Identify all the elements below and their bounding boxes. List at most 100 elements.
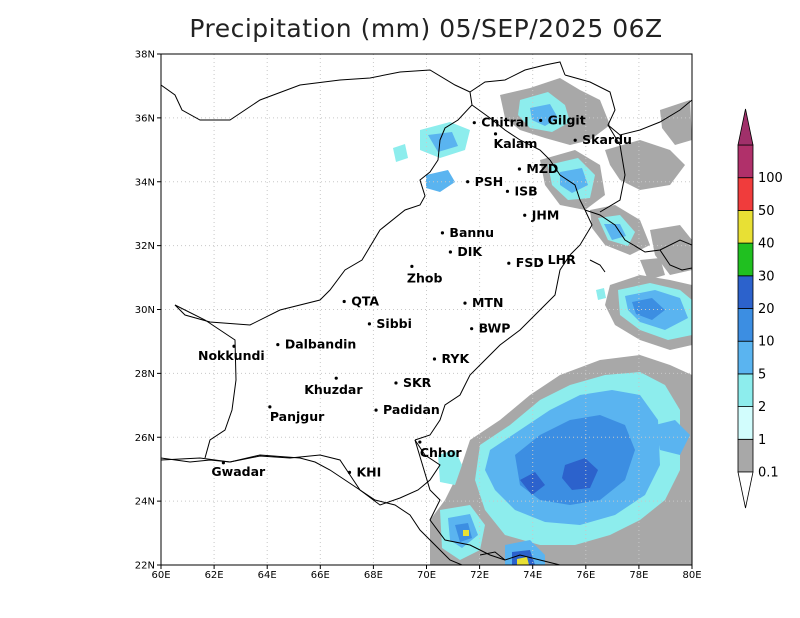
city-dot <box>472 121 476 125</box>
x-tick-label: 72E <box>470 570 489 581</box>
colorbar-swatch <box>737 177 754 211</box>
y-tick-label: 24N <box>135 497 155 508</box>
city-label: Skardu <box>582 132 632 147</box>
city-markers: Chitral Gilgit Kalam Skardu MZD PSH ISB JHM Bann… <box>198 112 632 479</box>
city-dot <box>573 138 577 142</box>
city-label: SKR <box>403 375 432 390</box>
city-dot <box>507 261 511 265</box>
city-dot <box>374 408 378 412</box>
colorbar-label: 100 <box>758 171 783 186</box>
city-label: KHI <box>357 464 382 479</box>
city-dot <box>505 189 510 193</box>
city-label: MTN <box>472 295 503 310</box>
colorbar-label: 0.1 <box>758 466 779 481</box>
colorbar-max-arrow <box>737 108 754 146</box>
colorbar-swatch <box>737 144 754 179</box>
x-tick-label: 66E <box>311 570 330 581</box>
city-label: Khuzdar <box>304 382 363 397</box>
city-label: Gilgit <box>548 112 586 127</box>
x-tick-label: 60E <box>151 570 170 581</box>
city-dot <box>394 381 398 385</box>
city-label: Bannu <box>449 225 494 240</box>
city-label: BWP <box>479 321 511 336</box>
y-axis-ticks: 22N 24N 26N 28N 30N 32N 34N 36N 38N <box>135 50 161 572</box>
city-label: Gwadar <box>211 464 266 479</box>
city-dot <box>470 327 474 331</box>
colorbar: 0.1 1 2 5 10 20 30 40 50 100 <box>737 108 783 509</box>
colorbar-label: 10 <box>758 335 775 350</box>
y-tick-label: 36N <box>135 113 155 124</box>
city-label: JHM <box>531 207 560 222</box>
y-tick-label: 28N <box>135 369 155 380</box>
city-label: Nokkundi <box>198 348 265 363</box>
city-label: MZD <box>526 161 558 176</box>
city-dot <box>221 461 225 465</box>
colorbar-label: 50 <box>758 204 775 219</box>
city-label: LHR <box>548 252 576 267</box>
y-tick-label: 32N <box>135 241 155 252</box>
x-tick-label: 64E <box>258 570 277 581</box>
city-dot <box>418 440 422 444</box>
city-label: Panjgur <box>270 409 325 424</box>
y-tick-label: 30N <box>135 305 155 316</box>
city-label: Sibbi <box>376 316 411 331</box>
x-tick-label: 74E <box>523 570 542 581</box>
x-tick-label: 76E <box>576 570 595 581</box>
y-tick-label: 22N <box>135 561 155 572</box>
colorbar-label: 5 <box>758 367 766 382</box>
city-dot <box>334 376 338 380</box>
colorbar-swatch <box>737 406 754 440</box>
colorbar-label: 1 <box>758 433 766 448</box>
x-axis-ticks: 60E 62E 64E 66E 68E 70E 72E 74E 76E 78E 80E <box>151 565 702 581</box>
city-dot <box>493 132 498 136</box>
city-dot <box>432 357 437 361</box>
colorbar-swatch <box>737 242 754 277</box>
chart-title: Precipitation (mm) 05/SEP/2025 06Z <box>189 14 663 43</box>
city-dot <box>466 180 470 184</box>
x-tick-label: 80E <box>682 570 701 581</box>
city-dot <box>448 250 452 254</box>
city-label: Chitral <box>481 115 528 130</box>
city-label: PSH <box>475 174 504 189</box>
city-label: QTA <box>351 294 379 309</box>
x-tick-label: 62E <box>205 570 224 581</box>
city-dot <box>276 343 280 347</box>
city-label: Padidan <box>383 402 440 417</box>
x-tick-label: 70E <box>417 570 436 581</box>
city-dot <box>410 264 414 268</box>
city-dot <box>463 301 467 305</box>
city-dot <box>517 167 522 171</box>
city-label: ISB <box>514 183 537 198</box>
y-tick-label: 34N <box>135 177 155 188</box>
city-label: Chhor <box>420 445 463 460</box>
country-boundaries <box>161 61 692 561</box>
colorbar-min-arrow <box>737 471 754 509</box>
y-tick-label: 26N <box>135 433 155 444</box>
city-dot <box>347 470 352 474</box>
city-label: FSD <box>516 255 544 270</box>
city-dot <box>440 231 445 235</box>
city-dot <box>523 213 527 217</box>
city-dot <box>367 322 372 326</box>
city-label: Zhob <box>407 270 443 285</box>
city-label: RYK <box>441 351 470 366</box>
colorbar-swatch <box>737 308 754 342</box>
colorbar-label: 40 <box>758 237 775 252</box>
city-dot <box>342 299 346 304</box>
colorbar-swatch <box>737 340 754 375</box>
colorbar-label: 20 <box>758 302 775 317</box>
x-tick-label: 68E <box>364 570 383 581</box>
colorbar-swatch <box>737 275 754 309</box>
colorbar-swatch <box>737 209 754 244</box>
city-label: Dalbandin <box>285 337 357 352</box>
colorbar-label: 30 <box>758 269 775 284</box>
precipitation-field <box>393 78 692 565</box>
colorbar-swatch <box>737 438 754 473</box>
colorbar-label: 2 <box>758 400 766 415</box>
city-dot <box>539 118 543 123</box>
city-label: DIK <box>457 244 483 259</box>
y-tick-label: 38N <box>135 50 155 61</box>
city-dot <box>539 258 543 262</box>
x-tick-label: 78E <box>629 570 648 581</box>
